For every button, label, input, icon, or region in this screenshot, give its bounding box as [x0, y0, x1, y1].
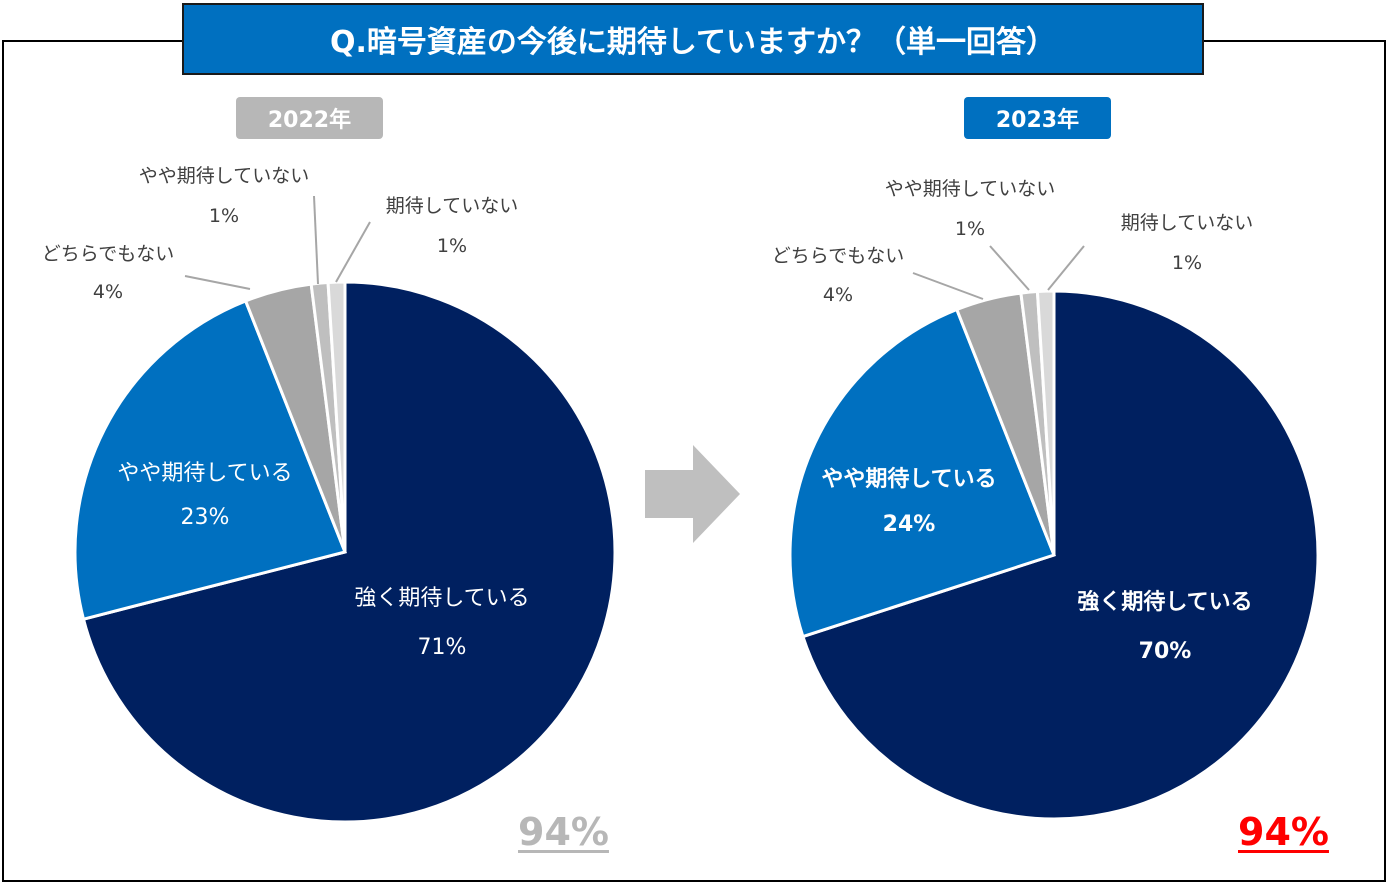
pie-chart-2022: 強く期待している 71% やや期待している 23% どちらでもない 4% やや期待していない…	[42, 165, 617, 824]
slice-value-0-1: 23%	[181, 505, 230, 530]
slice-value-1-0: 70%	[1139, 639, 1192, 664]
slice-label-1-2: どちらでもない	[772, 245, 904, 267]
arrow-right-icon	[645, 445, 740, 543]
slice-label-0-0: 強く期待している	[354, 586, 529, 611]
year-badge-2022: 2022年	[236, 97, 383, 139]
pie-slice-0-1	[73, 299, 348, 621]
leader-line-1-4	[1047, 245, 1085, 291]
question-title-text: Q.暗号資産の今後に期待していますか？（単一回答）	[330, 25, 1056, 60]
pie-slice-1-4	[1035, 289, 1056, 556]
slice-label-1-3: やや期待していない	[885, 178, 1055, 200]
slice-label-0-3: やや期待していない	[139, 165, 309, 187]
total-2022: 94%	[518, 810, 609, 854]
slice-label-1-0: 強く期待している	[1077, 589, 1252, 615]
leader-line-0-3	[313, 195, 319, 285]
leader-line-0-4	[335, 221, 371, 283]
year-badge-2023-label: 2023年	[995, 108, 1080, 133]
leader-line-1-2	[912, 272, 984, 300]
pie-slice-0-0	[81, 280, 617, 824]
slice-value-1-1: 24%	[883, 512, 936, 537]
year-badge-2022-label: 2022年	[267, 108, 352, 133]
pie-chart-2023: 強く期待している 70% やや期待している 24% どちらでもない 4% やや期待していない…	[772, 178, 1320, 821]
slice-label-1-1: やや期待している	[821, 466, 996, 492]
slice-value-0-4: 1%	[437, 235, 467, 257]
slice-value-1-4: 1%	[1172, 252, 1202, 274]
total-2023: 94%	[1238, 810, 1329, 854]
slice-value-1-3: 1%	[955, 218, 985, 240]
slice-label-0-4: 期待していない	[386, 195, 518, 217]
slice-value-0-2: 4%	[93, 281, 123, 303]
slice-label-0-1: やや期待している	[117, 461, 292, 486]
slice-label-0-2: どちらでもない	[42, 243, 174, 265]
question-title: Q.暗号資産の今後に期待していますか？（単一回答）	[182, 3, 1204, 75]
leader-line-1-3	[989, 245, 1030, 291]
slice-value-0-3: 1%	[209, 205, 239, 227]
pie-slice-1-0	[801, 289, 1320, 821]
year-badge-2023: 2023年	[964, 97, 1111, 139]
slice-value-1-2: 4%	[823, 284, 853, 306]
leader-line-0-2	[184, 275, 251, 290]
slice-value-0-0: 71%	[418, 635, 467, 660]
slice-label-1-4: 期待していない	[1121, 212, 1253, 234]
